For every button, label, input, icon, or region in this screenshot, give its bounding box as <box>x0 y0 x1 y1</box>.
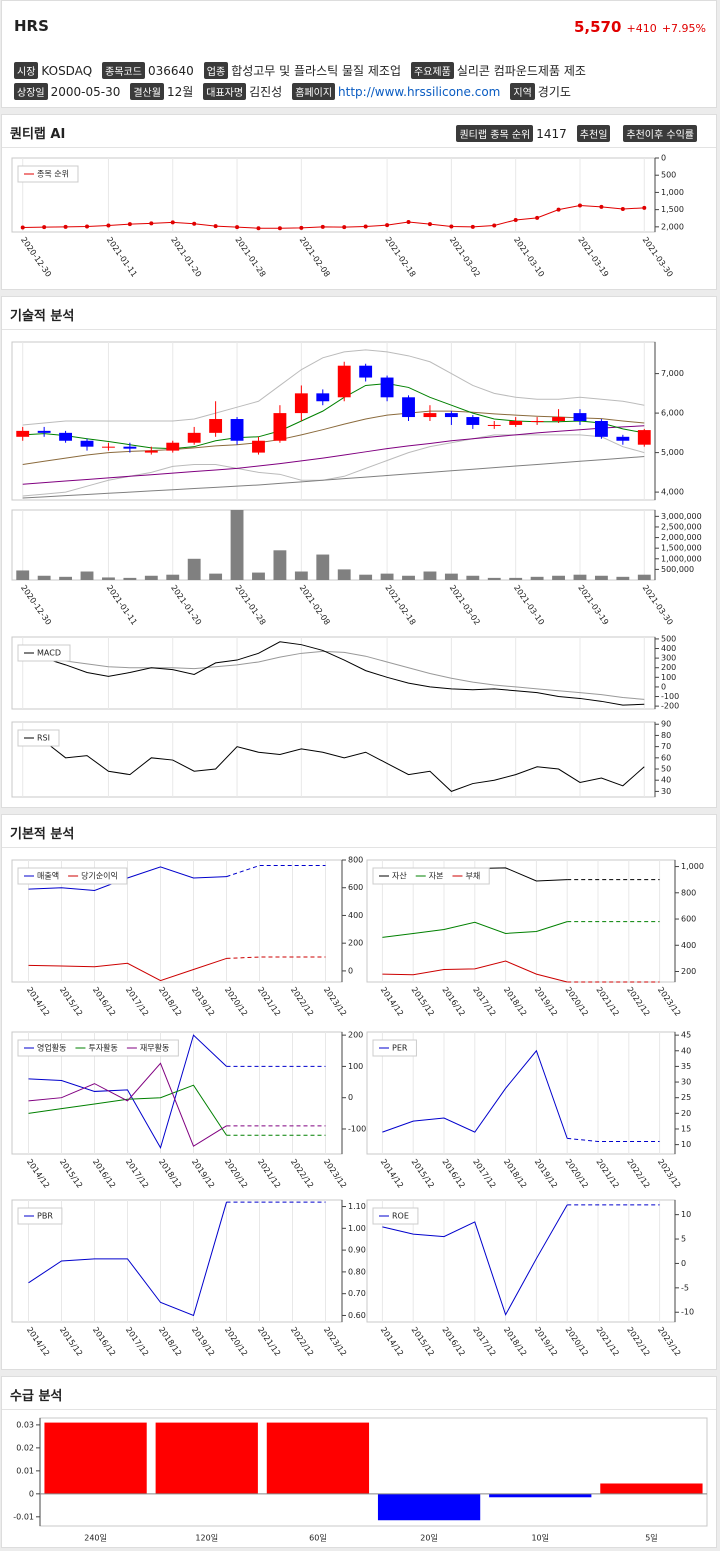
price-box: 5,570 +410 +7.95% <box>574 17 706 36</box>
info-value: KOSDAQ <box>41 63 93 78</box>
info-value: 합성고무 및 플라스틱 물질 제조업 <box>231 64 402 78</box>
ai-badge: 퀀티랩 종목 순위 <box>456 125 534 142</box>
divider <box>2 847 716 848</box>
section-title: 수급 분석 <box>10 1389 63 1404</box>
fundamental-panel: 기본적 분석 <box>1 814 717 1370</box>
info-value: 12월 <box>166 85 194 99</box>
ai-panel: 퀀티랩 AI 퀀티랩 종목 순위 1417 추천일 추천이후 수익률 <box>1 114 717 290</box>
info-row: 상장일 2000-05-30 결산월 12월 대표자명 김진성 홈페이지 http://www… <box>14 81 581 100</box>
info-label: 결산월 <box>130 83 164 100</box>
divider <box>2 329 716 330</box>
info-label: 종목코드 <box>102 62 145 79</box>
ai-badge: 추천이후 수익률 <box>623 125 697 142</box>
ai-value: 1417 <box>536 126 567 141</box>
info-label: 주요제품 <box>411 62 454 79</box>
info-label: 대표자명 <box>203 83 247 100</box>
homepage-link[interactable]: http://www.hrssilicone.com <box>338 84 501 99</box>
ai-badge: 추천일 <box>576 125 611 142</box>
section-title: 퀀티랩 AI <box>10 127 66 142</box>
divider <box>2 147 716 148</box>
info-label: 상장일 <box>14 83 48 100</box>
ai-badges: 퀀티랩 종목 순위 1417 추천일 추천이후 수익률 <box>456 123 710 142</box>
info-row: 시장 KOSDAQ 종목코드 036640 업종 합성고무 및 플라스틱 물질 제조업 주요… <box>14 60 596 79</box>
price: 5,570 <box>573 18 622 36</box>
supply-panel: 수급 분석 <box>1 1376 717 1548</box>
info-label: 홈페이지 <box>292 83 336 100</box>
stock-name: HRS <box>14 17 49 35</box>
info-value: 경기도 <box>537 85 571 99</box>
info-label: 업종 <box>203 62 229 79</box>
change: +410 <box>626 22 657 35</box>
change-pct: +7.95% <box>661 22 706 35</box>
info-value: 김진성 <box>249 85 283 99</box>
divider <box>2 1409 716 1410</box>
info-value: 036640 <box>147 63 194 78</box>
section-title: 기술적 분석 <box>10 309 75 324</box>
info-value: 2000-05-30 <box>50 84 121 99</box>
info-label: 시장 <box>14 62 39 79</box>
header-panel: HRS 5,570 +410 +7.95% 시장 KOSDAQ 종목코드 036640… <box>1 0 717 108</box>
info-label: 지역 <box>510 83 535 100</box>
info-value: 실리콘 컴파운드제품 제조 <box>456 64 586 78</box>
section-title: 기본적 분석 <box>10 827 75 842</box>
technical-panel: 기술적 분석 <box>1 296 717 808</box>
